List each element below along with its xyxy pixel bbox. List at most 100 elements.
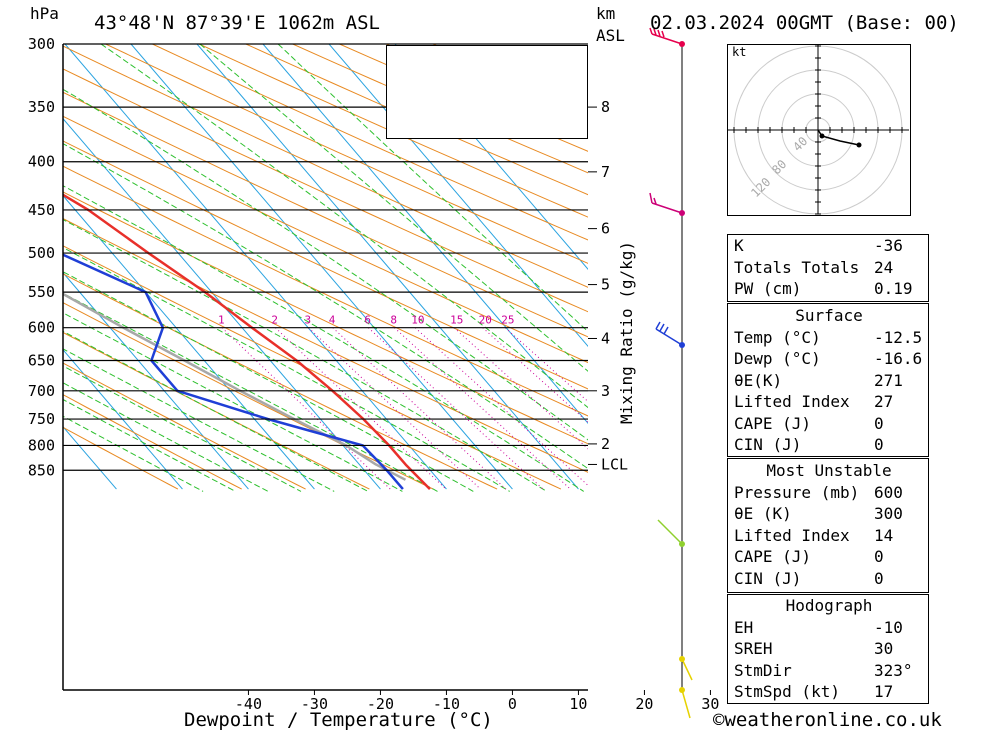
mixing-ratio-label: 10 (411, 314, 424, 327)
wind-barb-dot (679, 210, 685, 216)
km-tick-label: 7 (601, 163, 610, 181)
surface-row: CIN (J) 0 (734, 435, 884, 454)
pressure-tick-label: 700 (28, 382, 55, 400)
dry-adiabat-line (63, 115, 588, 364)
km-tick-label: LCL (601, 455, 628, 473)
mixing-ratio-label: 4 (329, 314, 336, 327)
hodograph-point (819, 133, 825, 139)
mixing-ratio-line (367, 327, 544, 490)
x-tick-label: 0 (508, 695, 517, 713)
hodograph-box (727, 44, 911, 216)
dry-adiabat-line (152, 44, 588, 241)
dry-adiabat-line (292, 44, 588, 174)
mixing-ratio-label: 1 (218, 314, 225, 327)
isotherm-line (63, 348, 183, 490)
isotherm-line (63, 117, 381, 490)
pressure-tick-label: 550 (28, 283, 55, 301)
temperature-line (63, 193, 431, 490)
surface-row: Dewp (°C) -16.6 (734, 349, 923, 368)
x-tick-label: 10 (569, 695, 587, 713)
pressure-tick-label: 500 (28, 244, 55, 262)
hodograph-row: EH -10 (734, 617, 903, 637)
dry-adiabat-line (63, 91, 588, 338)
wet-adiabat-line (63, 398, 236, 492)
mixing-ratio-axis-label: Mixing Ratio (g/kg) (617, 240, 636, 424)
wet-adiabat-line (63, 185, 584, 492)
wind-barb-dot (679, 41, 685, 47)
hodograph-trace (817, 129, 860, 146)
wet-adiabat-line (63, 143, 588, 470)
mixing-ratio-line (453, 327, 588, 450)
surface-row: Temp (°C) -12.5 (734, 327, 923, 347)
wind-barb-dot (679, 342, 685, 348)
index-row-k: K -36 (734, 236, 903, 255)
dry-adiabat-line (245, 44, 588, 196)
hodograph-table-box (727, 594, 929, 704)
indices-table: K -36 Totals Totals 24 PW (cm) 0.19 (730, 235, 917, 300)
wet-adiabat-line (63, 348, 335, 492)
wet-adiabat-line (277, 44, 588, 333)
surface-title: Surface (795, 306, 863, 325)
wet-adiabat-line (63, 382, 269, 492)
isotherm-line (262, 44, 588, 424)
index-row-totals: Totals Totals 24 (734, 257, 894, 277)
km-tick-label: 2 (601, 435, 610, 453)
mixing-ratio-label: 8 (390, 314, 397, 327)
mixing-ratio-line (221, 327, 391, 490)
x-tick-label: -30 (301, 695, 328, 713)
x-axis-label: Dewpoint / Temperature (°C) (184, 709, 493, 731)
wind-barb (657, 519, 683, 545)
mixing-ratio-label: 15 (450, 314, 463, 327)
dry-adiabat-line (63, 245, 562, 490)
wet-adiabat-line (63, 88, 588, 441)
dry-adiabat-line (63, 140, 588, 390)
surface-row: Lifted Index 27 (734, 392, 894, 411)
credit: ©weatheronline.co.uk (713, 709, 942, 731)
mixing-ratio-label: 3 (304, 314, 311, 327)
asl-label: ASL (596, 26, 625, 45)
km-tick-label: 6 (601, 220, 610, 238)
pressure-tick-label: 600 (28, 319, 55, 337)
dry-adiabat-line (63, 394, 242, 490)
index-row-pw: PW (cm) 0.19 (734, 279, 913, 298)
dry-adiabat-line (63, 362, 306, 490)
dry-adiabat-line (63, 45, 588, 288)
pressure-tick-label: 750 (28, 410, 55, 428)
km-tick-label: 5 (601, 276, 610, 294)
dry-adiabat-line (63, 165, 588, 417)
pressure-tick-label: 300 (28, 35, 55, 53)
x-tick-label: -40 (235, 695, 262, 713)
mixing-ratio-label: 25 (501, 314, 514, 327)
wind-barb-dot (679, 656, 685, 662)
wet-adiabat-line (63, 218, 547, 492)
wet-adiabat-line (63, 312, 403, 492)
wind-barb (649, 27, 683, 45)
location-title: 43°48'N 87°39'E 1062m ASL (94, 12, 380, 34)
km-label: km (596, 4, 616, 23)
wind-barb (649, 192, 683, 214)
wind-barb (681, 689, 691, 719)
wind-barb-dot (679, 541, 685, 547)
dry-adiabat-line (198, 44, 588, 218)
x-tick-label: -20 (367, 695, 394, 713)
mixing-ratio-line (394, 327, 571, 490)
dry-adiabat-line (63, 331, 370, 490)
x-tick-label: -10 (433, 695, 460, 713)
most-unstable-row: Lifted Index 14 (734, 525, 894, 545)
hodograph-point (856, 142, 862, 148)
wet-adiabat-line (100, 44, 588, 409)
mixing-ratio-label: 6 (364, 314, 371, 327)
km-tick-label: 8 (601, 98, 610, 116)
pressure-tick-label: 450 (28, 201, 55, 219)
hodograph-unit: kt (732, 45, 747, 59)
hodograph-table: Hodograph EH -10 SREH 30 StmDir 323° StmSpd… (730, 595, 928, 703)
isotherm-line (64, 44, 447, 490)
wet-adiabat-line (63, 246, 510, 492)
wet-adiabat-line (199, 44, 588, 372)
mixing-ratio-line (275, 327, 447, 490)
x-tick-label: 20 (635, 695, 653, 713)
isotherm-line (63, 271, 249, 490)
pressure-tick-label: 400 (28, 153, 55, 171)
surface-row: CAPE (J) 0 (734, 413, 884, 433)
mixing-ratio-label: 20 (479, 314, 492, 327)
